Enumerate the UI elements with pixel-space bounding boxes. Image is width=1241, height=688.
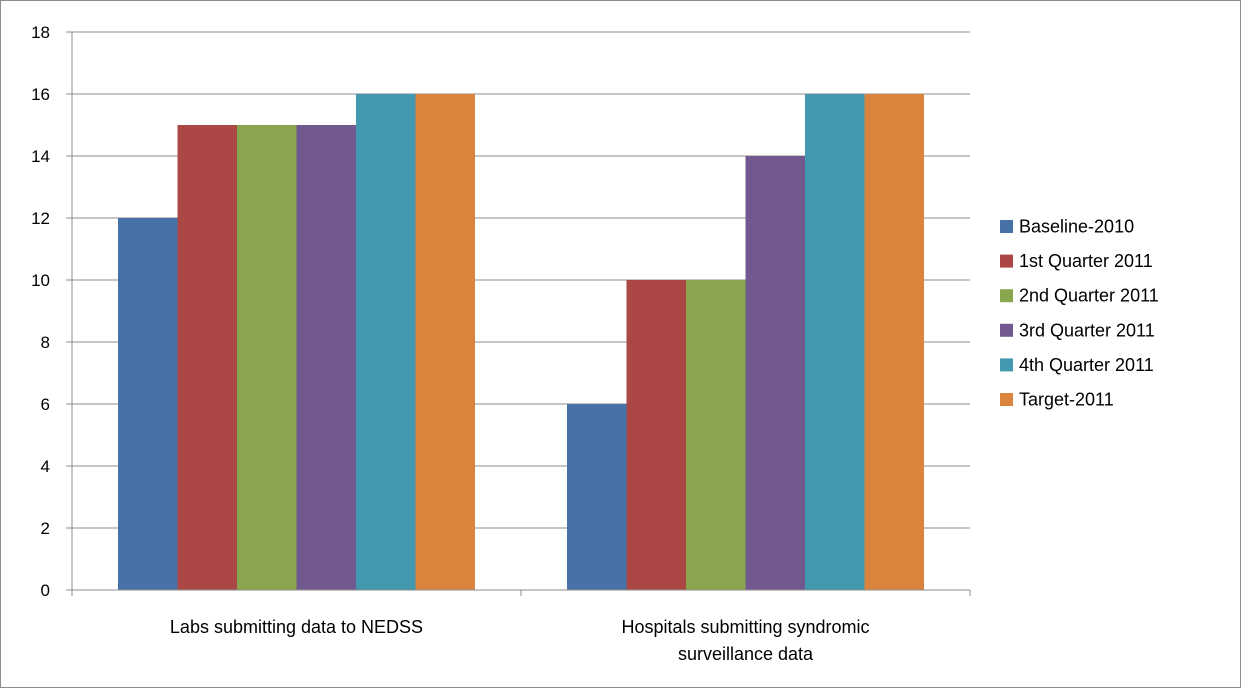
y-tick-label: 2: [41, 519, 50, 538]
y-tick-label: 10: [31, 271, 50, 290]
legend-label: 4th Quarter 2011: [1019, 355, 1154, 375]
legend-label: Target-2011: [1019, 390, 1114, 410]
y-tick-label: 16: [31, 85, 50, 104]
bar-2nd-quarter-2011: [686, 280, 746, 590]
x-category-label: Labs submitting data to NEDSS: [170, 617, 423, 637]
bar-baseline-2010: [567, 404, 627, 590]
legend-label: 3rd Quarter 2011: [1019, 320, 1155, 340]
y-tick-labels: 0 2 4 6 8 10 12 14 16 18: [31, 23, 50, 600]
legend: Baseline-2010 1st Quarter 2011 2nd Quarter…: [1000, 217, 1159, 410]
bar-1st-quarter-2011: [626, 280, 686, 590]
y-tick-label: 18: [31, 23, 50, 42]
x-category-label: Hospitals submitting syndromic: [621, 617, 869, 637]
y-tick-label: 14: [31, 147, 50, 166]
bar-baseline-2010: [118, 218, 178, 590]
legend-label: 2nd Quarter 2011: [1019, 286, 1159, 306]
x-category-label: surveillance data: [678, 644, 814, 664]
y-tick-label: 12: [31, 209, 50, 228]
legend-swatch: [1000, 358, 1013, 372]
y-tick-label: 6: [41, 395, 50, 414]
legend-swatch: [1000, 254, 1013, 268]
legend-label: 1st Quarter 2011: [1019, 251, 1153, 271]
bar-3rd-quarter-2011: [745, 156, 805, 590]
y-tick-label: 0: [41, 581, 50, 600]
legend-swatch: [1000, 220, 1013, 233]
legend-swatch: [1000, 393, 1013, 406]
bar-target-2011: [864, 94, 924, 590]
bar-4th-quarter-2011: [805, 94, 865, 590]
legend-label: Baseline-2010: [1019, 217, 1134, 237]
axes: [66, 31, 971, 596]
bar-3rd-quarter-2011: [296, 125, 356, 590]
bars: [118, 94, 924, 590]
bar-target-2011: [415, 94, 475, 590]
y-tick-label: 8: [41, 333, 50, 352]
bar-2nd-quarter-2011: [237, 125, 297, 590]
legend-swatch: [1000, 323, 1013, 337]
legend-swatch: [1000, 289, 1013, 303]
bar-4th-quarter-2011: [356, 94, 416, 590]
y-tick-label: 4: [41, 457, 50, 476]
bar-1st-quarter-2011: [177, 125, 237, 590]
x-category-labels: Labs submitting data to NEDSS Hospitals s…: [170, 617, 870, 664]
